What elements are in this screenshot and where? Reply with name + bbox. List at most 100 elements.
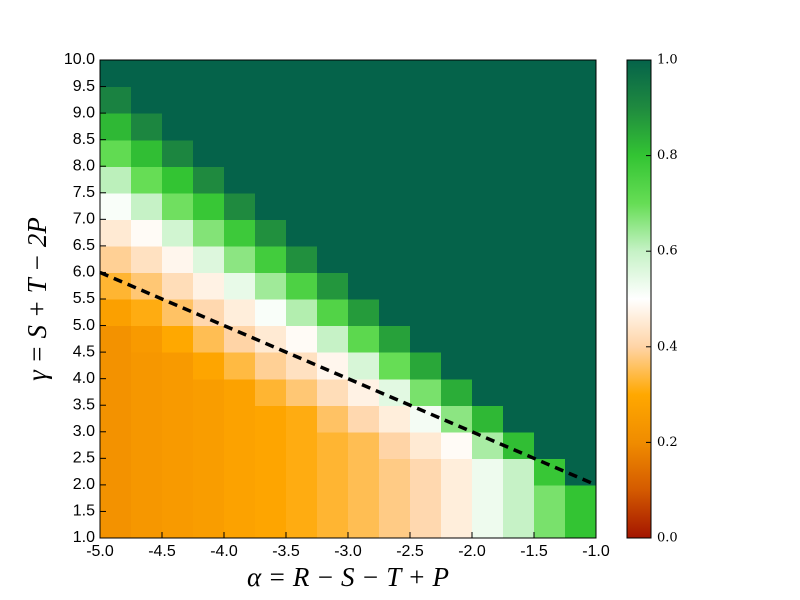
heatmap-cell: [131, 60, 163, 88]
heatmap-cell: [224, 352, 256, 380]
heatmap-cell: [410, 192, 442, 220]
heatmap-cell: [317, 219, 349, 247]
heatmap-cell: [379, 139, 411, 167]
heatmap-cell: [100, 431, 132, 459]
heatmap-cell: [255, 378, 287, 406]
heatmap-cell: [255, 458, 287, 486]
colorbar-tick-label: 0.2: [657, 435, 678, 450]
heatmap-cell: [286, 352, 318, 380]
heatmap-cell: [534, 192, 566, 220]
heatmap-cell: [193, 299, 225, 327]
heatmap-cell: [410, 60, 442, 88]
heatmap-cell: [503, 245, 535, 274]
heatmap-cell: [286, 458, 318, 486]
heatmap-cell: [224, 192, 256, 220]
heatmap-cell: [472, 458, 504, 486]
heatmap-cell: [565, 272, 597, 300]
heatmap-cell: [441, 431, 473, 459]
heatmap-cell: [379, 378, 411, 406]
y-tick-label: 1.0: [73, 529, 95, 546]
y-tick-label: 8.5: [73, 131, 95, 148]
heatmap-cell: [565, 219, 597, 247]
heatmap-cell: [348, 139, 380, 167]
heatmap-cell: [131, 511, 163, 539]
heatmap-cell: [565, 458, 597, 486]
heatmap-cell: [503, 431, 535, 459]
heatmap-cell: [503, 139, 535, 167]
heatmap-cell: [255, 352, 287, 380]
heatmap-cell: [441, 166, 473, 194]
heatmap-cell: [224, 511, 256, 539]
heatmap-cell: [534, 405, 566, 433]
heatmap-cell: [286, 219, 318, 247]
heatmap-cell: [255, 113, 287, 141]
heatmap-cell: [286, 113, 318, 141]
heatmap-cell: [131, 245, 163, 274]
heatmap-cell: [472, 86, 504, 114]
heatmap-cell: [410, 86, 442, 114]
heatmap-cell: [503, 378, 535, 406]
y-tick-label: 9.0: [73, 104, 95, 121]
y-tick-label: 5.0: [73, 317, 95, 334]
heatmap-cell: [317, 192, 349, 220]
heatmap-cell: [472, 219, 504, 247]
heatmap-cell: [379, 325, 411, 353]
heatmap-cell: [162, 272, 194, 300]
heatmap-cell: [348, 60, 380, 88]
heatmap-cell: [193, 192, 225, 220]
heatmap-cell: [255, 139, 287, 167]
heatmap-cell: [472, 325, 504, 353]
heatmap-cell: [317, 113, 349, 141]
heatmap-cell: [534, 511, 566, 539]
heatmap-cell: [534, 484, 566, 513]
heatmap-cell: [255, 299, 287, 327]
heatmap-cell: [224, 245, 256, 274]
heatmap-cell: [193, 484, 225, 513]
heatmap-cell: [503, 352, 535, 380]
heatmap-cell: [317, 458, 349, 486]
heatmap-cell: [286, 405, 318, 433]
heatmap-cell: [534, 272, 566, 300]
heatmap-cell: [441, 139, 473, 167]
x-axis-label: α = R − S − T + P: [247, 562, 449, 592]
heatmap-cell: [286, 86, 318, 114]
heatmap-cell: [131, 139, 163, 167]
heatmap-cell: [472, 192, 504, 220]
heatmap-cell: [286, 60, 318, 88]
heatmap-cell: [100, 299, 132, 327]
heatmap-cell: [255, 325, 287, 353]
heatmap-cell: [131, 378, 163, 406]
heatmap-cell: [441, 272, 473, 300]
heatmap-cell: [534, 458, 566, 486]
heatmap-cell: [410, 484, 442, 513]
heatmap-cell: [534, 378, 566, 406]
heatmap-cell: [565, 405, 597, 433]
heatmap-cell: [379, 405, 411, 433]
heatmap-cell: [286, 484, 318, 513]
heatmap-cell: [100, 60, 132, 88]
heatmap-cell: [255, 245, 287, 274]
colorbar-tick-label: 0.4: [657, 339, 678, 354]
heatmap-cell: [162, 458, 194, 486]
heatmap-cell: [565, 299, 597, 327]
y-tick-label: 5.5: [73, 290, 95, 307]
heatmap-cell: [224, 484, 256, 513]
heatmap-cell: [348, 511, 380, 539]
heatmap-cell: [255, 511, 287, 539]
heatmap-cell: [534, 352, 566, 380]
heatmap-cell: [379, 192, 411, 220]
heatmap-cell: [317, 325, 349, 353]
heatmap-cell: [162, 166, 194, 194]
colorbar-gradient: [626, 59, 652, 539]
heatmap-cell: [131, 86, 163, 114]
heatmap-cell: [131, 113, 163, 141]
heatmap-cell: [565, 245, 597, 274]
heatmap-cell: [534, 245, 566, 274]
heatmap-cell: [255, 192, 287, 220]
heatmap-cell: [162, 86, 194, 114]
heatmap-cell: [100, 458, 132, 486]
heatmap-cell: [441, 325, 473, 353]
heatmap-cell: [348, 299, 380, 327]
heatmap-cell: [317, 511, 349, 539]
